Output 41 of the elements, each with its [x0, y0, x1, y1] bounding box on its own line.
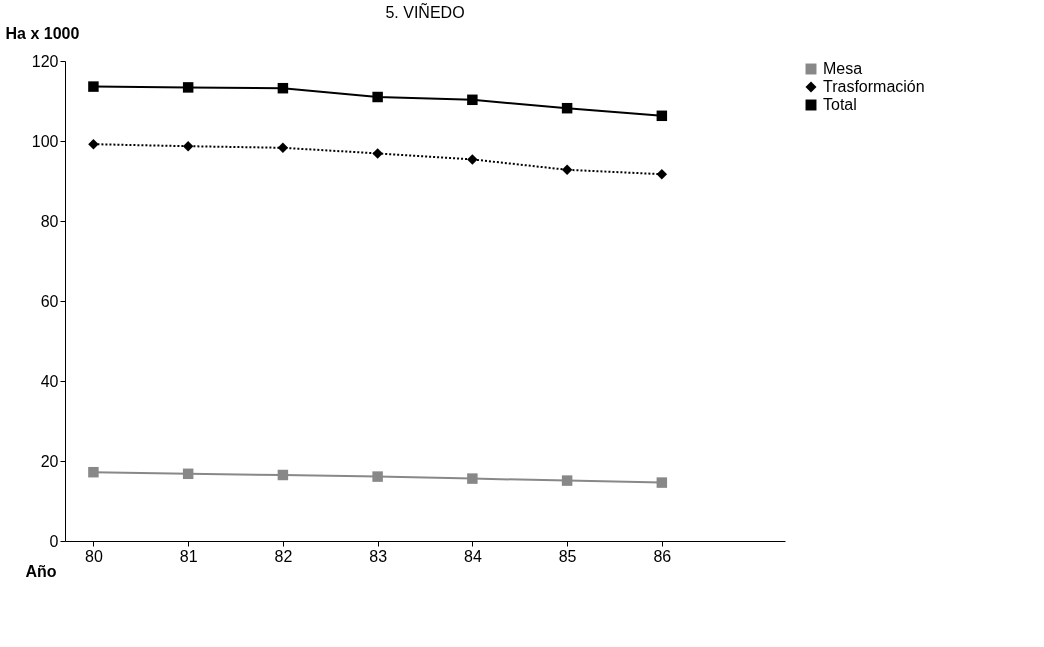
y-tick-label: 40 [40, 372, 59, 390]
y-tick-label: 100 [31, 132, 59, 150]
point [182, 82, 194, 93]
legend-label: Mesa [823, 60, 863, 77]
point [656, 168, 668, 180]
point [88, 138, 99, 150]
x-axis-title: Año [25, 562, 57, 580]
point [88, 81, 99, 92]
legend-label: Total [823, 96, 857, 113]
point [561, 475, 573, 486]
point [182, 140, 194, 152]
point [372, 148, 383, 159]
point [467, 154, 478, 165]
y-axis-title: Ha x 1000 [5, 24, 80, 42]
x-tick-label: 85 [558, 547, 577, 565]
y-tick-label: 0 [49, 532, 59, 550]
point [656, 110, 668, 122]
point [372, 471, 383, 482]
y-tick-label: 120 [31, 52, 59, 70]
point [467, 94, 478, 106]
x-tick-label: 82 [274, 547, 293, 565]
x-tick-label: 86 [653, 547, 672, 565]
point [561, 102, 573, 114]
point [656, 477, 668, 488]
point [88, 466, 99, 478]
x-tick-label: 84 [463, 547, 482, 565]
point [561, 164, 573, 176]
x-tick-label: 83 [369, 547, 388, 565]
x-tick-label: 81 [179, 547, 198, 565]
y-tick-label: 80 [40, 212, 59, 230]
point [467, 473, 478, 484]
y-tick-label: 60 [40, 292, 59, 310]
point [182, 468, 194, 480]
chart-title: 5. VIÑEDO [385, 2, 465, 21]
point [277, 469, 289, 481]
legend-label: Trasformación [823, 78, 925, 95]
y-tick-label: 20 [40, 452, 59, 470]
point [277, 82, 289, 94]
point [372, 91, 383, 103]
x-tick-label: 80 [85, 547, 103, 565]
point [277, 142, 289, 154]
